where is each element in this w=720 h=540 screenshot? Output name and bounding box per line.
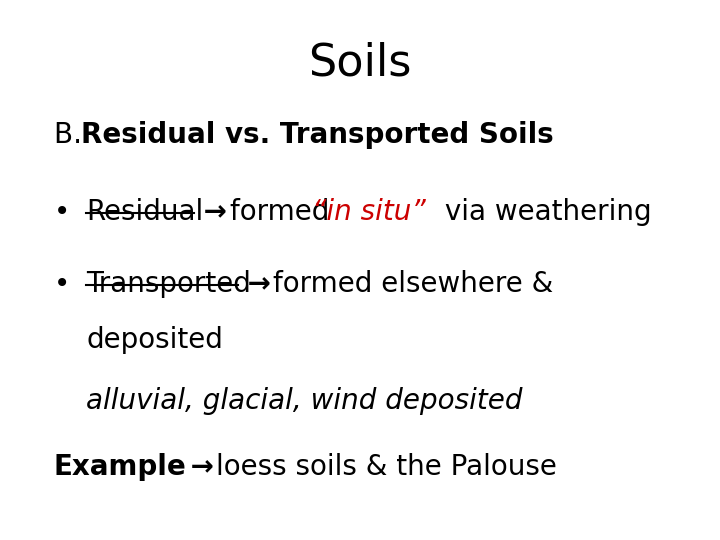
Text: •: • [54,270,71,298]
Text: Residual: Residual [86,198,203,226]
Text: formed elsewhere &: formed elsewhere & [273,270,554,298]
Text: formed: formed [230,198,338,226]
Text: →: → [194,198,237,226]
Text: “in situ”: “in situ” [312,198,426,226]
Text: →: → [238,270,280,298]
Text: B.: B. [54,121,91,149]
Text: Transported: Transported [86,270,251,298]
Text: Residual vs. Transported Soils: Residual vs. Transported Soils [81,121,554,149]
Text: via weathering: via weathering [436,198,652,226]
Text: →: → [181,454,223,482]
Text: Soils: Soils [308,42,412,84]
Text: deposited: deposited [86,326,223,354]
Text: Example: Example [54,454,186,482]
Text: loess soils & the Palouse: loess soils & the Palouse [216,454,557,482]
Text: •: • [54,198,71,226]
Text: alluvial, glacial, wind deposited: alluvial, glacial, wind deposited [86,387,523,415]
